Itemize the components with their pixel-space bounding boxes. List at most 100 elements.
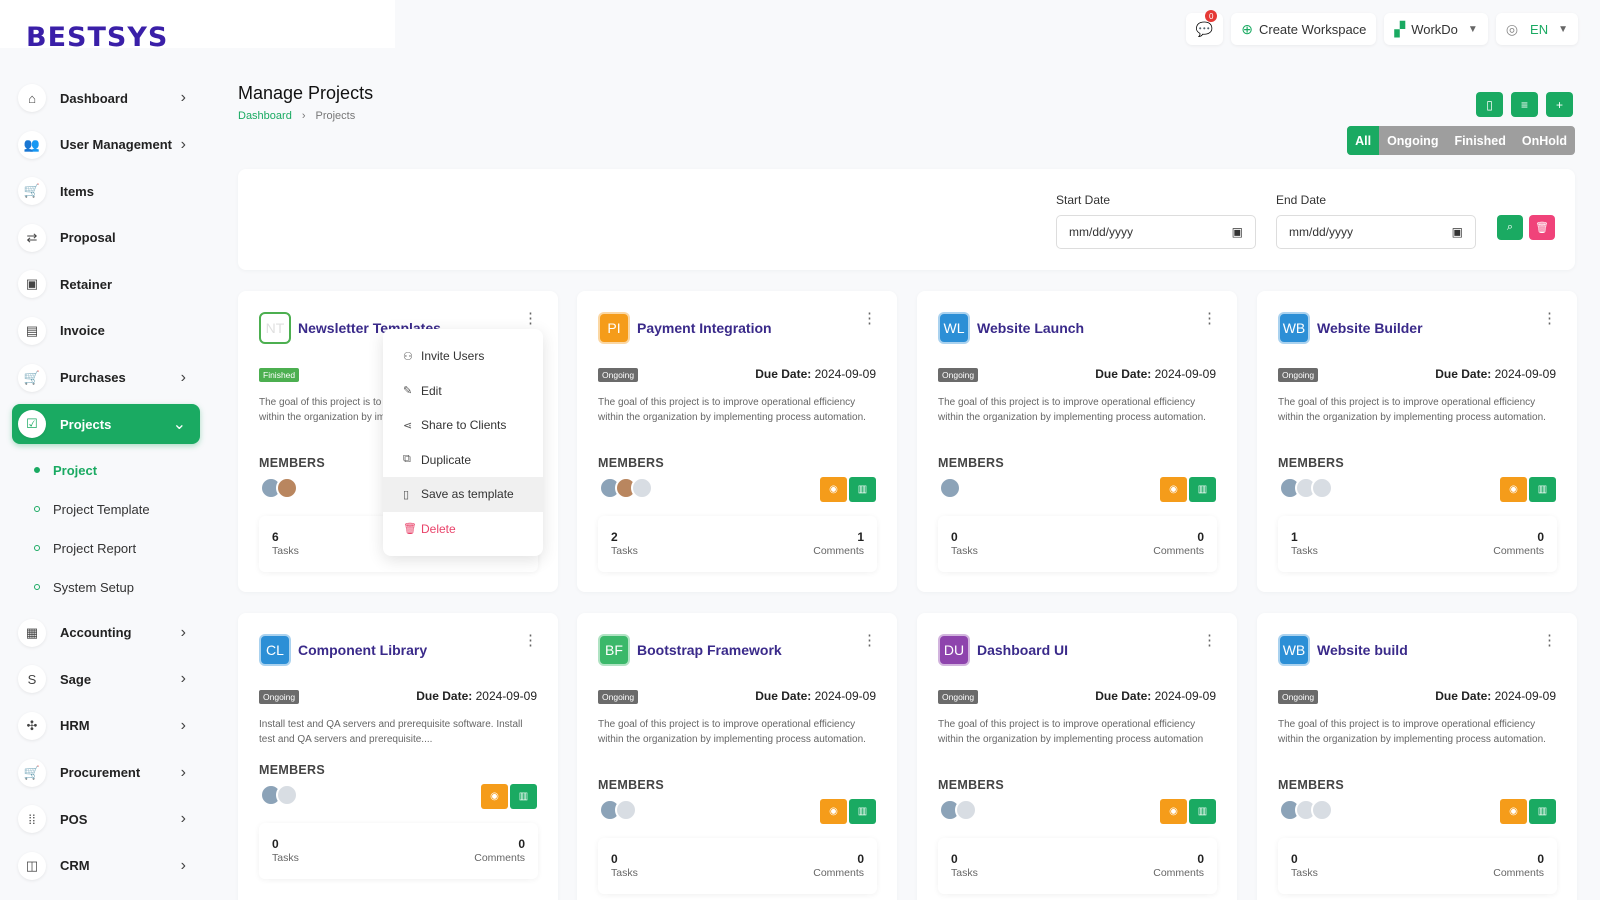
project-title[interactable]: Website Builder xyxy=(1317,320,1423,336)
submenu-item-project[interactable]: Project xyxy=(12,451,200,490)
avatar[interactable] xyxy=(631,477,653,499)
export-button[interactable]: ▯ xyxy=(1476,92,1503,117)
menu-item-share-to-clients[interactable]: ⋖ Share to Clients xyxy=(383,408,543,443)
more-options-icon[interactable]: ⋮ xyxy=(1202,310,1217,327)
more-options-icon[interactable]: ⋮ xyxy=(523,310,538,327)
project-title[interactable]: Bootstrap Framework xyxy=(637,642,782,658)
view-button[interactable]: ◉ xyxy=(820,799,847,824)
search-button[interactable]: ⌕ xyxy=(1497,215,1523,240)
sidebar-item-label: Purchases xyxy=(60,370,126,386)
more-options-icon[interactable]: ⋮ xyxy=(862,632,877,649)
tab-all[interactable]: All xyxy=(1347,126,1380,155)
sidebar-item-invoice[interactable]: ▤ Invoice xyxy=(12,311,200,351)
sidebar-item-items[interactable]: 🛒 Items xyxy=(12,171,200,211)
clear-filter-button[interactable]: 🗑 xyxy=(1529,215,1555,240)
task-board-button[interactable]: ▥ xyxy=(510,784,537,809)
eye-icon: ◉ xyxy=(1169,484,1178,495)
task-board-button[interactable]: ▥ xyxy=(849,799,876,824)
submenu-item-system-setup[interactable]: System Setup xyxy=(12,568,200,607)
project-title[interactable]: Payment Integration xyxy=(637,320,772,336)
check-square-icon: ☑ xyxy=(18,410,46,439)
more-options-icon[interactable]: ⋮ xyxy=(1542,632,1557,649)
avatar[interactable] xyxy=(955,799,977,821)
more-options-icon[interactable]: ⋮ xyxy=(862,310,877,327)
avatar[interactable] xyxy=(276,784,298,806)
project-title[interactable]: Component Library xyxy=(298,642,428,658)
project-description: The goal of this project is to improve o… xyxy=(938,719,1204,745)
menu-item-invite-users[interactable]: ⚇ Invite Users xyxy=(383,339,543,374)
task-board-button[interactable]: ▥ xyxy=(1189,799,1216,824)
sidebar-item-projects[interactable]: ☑ Projects ⌄ xyxy=(12,404,200,445)
tab-onhold[interactable]: OnHold xyxy=(1521,133,1567,148)
avatar[interactable] xyxy=(276,477,298,499)
view-button[interactable]: ◉ xyxy=(1160,477,1187,502)
calendar-icon[interactable]: ▣ xyxy=(1231,225,1243,239)
avatar[interactable] xyxy=(615,799,637,821)
create-workspace-button[interactable]: ⊕ Create Workspace xyxy=(1231,13,1377,45)
avatar[interactable] xyxy=(939,477,961,499)
menu-item-delete[interactable]: 🗑 Delete xyxy=(383,512,543,547)
task-board-button[interactable]: ▥ xyxy=(849,477,876,502)
sidebar-item-hrm[interactable]: ✣ HRM › xyxy=(12,706,200,746)
tab-ongoing[interactable]: Ongoing xyxy=(1387,133,1439,148)
task-board-button[interactable]: ▥ xyxy=(1529,799,1556,824)
notification-badge: 0 xyxy=(1205,10,1218,22)
task-board-button[interactable]: ▥ xyxy=(1189,477,1216,502)
view-button[interactable]: ◉ xyxy=(481,784,508,809)
card-header: DU Dashboard UI xyxy=(938,634,1068,666)
submenu-item-project-template[interactable]: Project Template xyxy=(12,490,200,529)
sidebar-item-purchases[interactable]: 🛒 Purchases › xyxy=(12,358,200,398)
view-button[interactable]: ◉ xyxy=(820,477,847,502)
view-button[interactable]: ◉ xyxy=(1500,477,1527,502)
sidebar-item-sage[interactable]: S Sage › xyxy=(12,659,200,699)
menu-item-edit[interactable]: ✎ Edit xyxy=(383,374,543,409)
add-project-button[interactable]: + xyxy=(1546,92,1573,117)
sidebar-item-retainer[interactable]: ▣ Retainer xyxy=(12,264,200,304)
project-description: The goal of this project is to improve o… xyxy=(598,719,866,745)
brand-logo[interactable]: BESTSYS xyxy=(26,22,169,53)
project-title[interactable]: Website Launch xyxy=(977,320,1085,336)
sidebar-item-user-management[interactable]: 👥 User Management › xyxy=(12,125,200,165)
avatar[interactable] xyxy=(1311,477,1333,499)
member-avatars xyxy=(939,799,977,821)
end-date-input[interactable]: mm/dd/yyyy ▣ xyxy=(1276,215,1476,249)
eye-icon: ◉ xyxy=(490,791,499,802)
view-button[interactable]: ◉ xyxy=(1500,799,1527,824)
list-view-button[interactable]: ≡ xyxy=(1511,92,1538,117)
sidebar-item-procurement[interactable]: 🛒 Procurement › xyxy=(12,753,200,793)
task-board-button[interactable]: ▥ xyxy=(1529,477,1556,502)
more-options-icon[interactable]: ⋮ xyxy=(1202,632,1217,649)
sidebar-item-label: Invoice xyxy=(60,323,105,339)
more-options-icon[interactable]: ⋮ xyxy=(1542,310,1557,327)
comments-stat: 0 Comments xyxy=(474,837,525,864)
avatar[interactable] xyxy=(1311,799,1333,821)
sidebar-item-label: Retainer xyxy=(60,276,113,292)
start-date-input[interactable]: mm/dd/yyyy ▣ xyxy=(1056,215,1256,249)
more-options-icon[interactable]: ⋮ xyxy=(523,632,538,649)
sidebar-item-accounting[interactable]: ▦ Accounting › xyxy=(12,613,200,653)
start-date-label: Start Date xyxy=(1056,193,1111,207)
language-selector[interactable]: ◎ EN ▼ xyxy=(1495,13,1578,45)
sidebar-item-dashboard[interactable]: ⌂ Dashboard › xyxy=(12,78,200,118)
sidebar-item-proposal[interactable]: ⇄ Proposal xyxy=(12,218,200,258)
view-button[interactable]: ◉ xyxy=(1160,799,1187,824)
sidebar-item-crm[interactable]: ◫ CRM › xyxy=(12,846,200,886)
tasks-count: 6 xyxy=(272,530,279,544)
menu-item-save-as-template[interactable]: ▯ Save as template xyxy=(383,477,543,512)
calendar-icon[interactable]: ▣ xyxy=(1451,225,1463,239)
project-card: DU Dashboard UI ⋮ Ongoing Due Date: 2024… xyxy=(917,613,1237,900)
members-label: MEMBERS xyxy=(1278,778,1344,792)
notifications-button[interactable]: 💬 0 xyxy=(1185,10,1224,45)
comments-stat: 0 Comments xyxy=(1153,530,1204,557)
submenu-item-project-report[interactable]: Project Report xyxy=(12,529,200,568)
tasks-count: 0 xyxy=(272,837,279,851)
tab-finished[interactable]: Finished xyxy=(1454,133,1506,148)
breadcrumb-dashboard[interactable]: Dashboard xyxy=(238,110,292,122)
workspace-selector[interactable]: ▞ WorkDo ▼ xyxy=(1384,13,1488,45)
comments-count: 0 xyxy=(1197,530,1204,544)
project-description: The goal of this project is to improve o… xyxy=(1278,719,1546,745)
project-title[interactable]: Dashboard UI xyxy=(977,642,1069,658)
sidebar-item-pos[interactable]: ⁞⁞ POS › xyxy=(12,799,200,839)
menu-item-duplicate[interactable]: ⧉ Duplicate xyxy=(383,443,543,478)
project-title[interactable]: Website build xyxy=(1317,642,1408,658)
